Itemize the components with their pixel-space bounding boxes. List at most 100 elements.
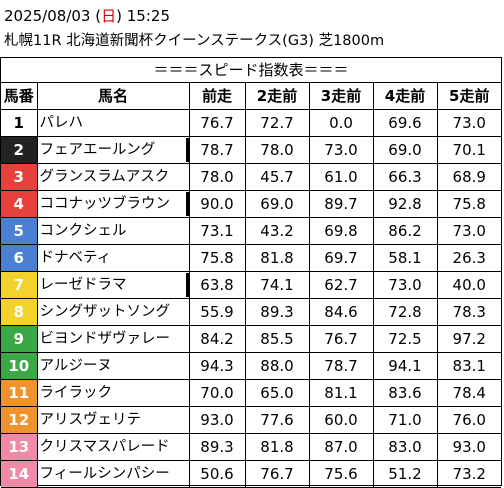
horse-name-cell: シングザットソング xyxy=(36,298,190,326)
speed-index-r2: 85.5 xyxy=(244,325,310,353)
speed-index-r1: 94.3 xyxy=(188,352,246,380)
speed-index-r3: 78.7 xyxy=(308,352,374,380)
table-row: 4 ココナッツブラウン 90.0 69.0 89.7 92.8 75.8 xyxy=(1,190,501,218)
speed-index-r5: 40.0 xyxy=(436,271,501,299)
race-datetime: 2025/08/03 (日) 15:25 xyxy=(4,7,170,25)
horse-name-cell: フェアエールング xyxy=(36,136,190,164)
speed-index-r2: 81.8 xyxy=(244,433,310,461)
speed-index-r5: 73.0 xyxy=(436,217,501,245)
speed-index-r4: 69.6 xyxy=(372,109,438,137)
table-banner: ＝＝＝スピード指数表＝＝＝ xyxy=(1,58,501,83)
speed-index-r5: 97.2 xyxy=(436,325,501,353)
horse-name-cell: フィールシンパシー xyxy=(36,460,190,488)
horse-name: ライラック xyxy=(39,385,113,401)
speed-index-r4: 94.1 xyxy=(372,352,438,380)
speed-index-board: ＝＝＝スピード指数表＝＝＝ 馬番 馬名 前走 2走前 3走前 4走前 5走前 1… xyxy=(0,57,502,488)
speed-index-r2: 89.3 xyxy=(244,298,310,326)
speed-index-r3: 84.6 xyxy=(308,298,374,326)
speed-index-r1: 55.9 xyxy=(188,298,246,326)
col-header-3rd: 3走前 xyxy=(308,83,374,110)
speed-index-r4: 86.2 xyxy=(372,217,438,245)
horse-name-cell: ドナベティ xyxy=(36,244,190,272)
mark-bar xyxy=(185,273,188,297)
speed-index-r5: 76.0 xyxy=(436,406,501,434)
speed-index-r3: 62.7 xyxy=(308,271,374,299)
horse-number: 5 xyxy=(1,217,38,245)
speed-index-r1: 75.8 xyxy=(188,244,246,272)
speed-index-r2: 77.6 xyxy=(244,406,310,434)
horse-name-cell: レーゼドラマ xyxy=(36,271,190,299)
horse-name-cell: ビヨンドザヴァレー xyxy=(36,325,190,353)
speed-index-r5: 73.2 xyxy=(436,460,501,488)
horse-number: 13 xyxy=(1,433,38,461)
horse-number: 11 xyxy=(1,379,38,407)
speed-index-r3: 69.8 xyxy=(308,217,374,245)
speed-index-r5: 83.1 xyxy=(436,352,501,380)
speed-index-r1: 89.3 xyxy=(188,433,246,461)
mark-bar xyxy=(185,138,188,162)
speed-index-r2: 76.7 xyxy=(244,460,310,488)
speed-index-r1: 76.7 xyxy=(188,109,246,137)
col-header-5th: 5走前 xyxy=(436,83,501,110)
speed-index-r4: 72.8 xyxy=(372,298,438,326)
horse-number: 7 xyxy=(1,271,38,299)
speed-index-r1: 50.6 xyxy=(188,460,246,488)
table-row: 2 フェアエールング 78.7 78.0 73.0 69.0 70.1 xyxy=(1,136,501,164)
speed-index-r1: 90.0 xyxy=(188,190,246,218)
col-header-name: 馬名 xyxy=(36,83,190,110)
horse-name: クリスマスパレード xyxy=(39,439,170,455)
speed-index-r3: 87.0 xyxy=(308,433,374,461)
speed-index-r4: 58.1 xyxy=(372,244,438,272)
race-title: 札幌11R 北海道新聞杯クイーンステークス(G3) 芝1800m xyxy=(4,33,385,49)
table-row: 9 ビヨンドザヴァレー 84.2 85.5 76.7 72.5 97.2 xyxy=(1,325,501,353)
weekday: 日 xyxy=(101,7,117,25)
speed-index-r3: 61.0 xyxy=(308,163,374,191)
table-row: 11 ライラック 70.0 65.0 81.1 83.6 78.4 xyxy=(1,379,501,407)
table-row: 6 ドナベティ 75.8 81.8 69.7 58.1 26.3 xyxy=(1,244,501,272)
speed-index-r2: 81.8 xyxy=(244,244,310,272)
horse-name-cell: クリスマスパレード xyxy=(36,433,190,461)
horse-name-cell: アルジーヌ xyxy=(36,352,190,380)
horse-number: 12 xyxy=(1,406,38,434)
table-row: 13 クリスマスパレード 89.3 81.8 87.0 83.0 93.0 xyxy=(1,433,501,461)
speed-index-r1: 73.1 xyxy=(188,217,246,245)
weekday-close: ) xyxy=(116,7,122,25)
mark-bar xyxy=(185,192,188,216)
speed-index-r2: 72.7 xyxy=(244,109,310,137)
horse-name: アルジーヌ xyxy=(39,358,112,374)
header-row: 馬番 馬名 前走 2走前 3走前 4走前 5走前 xyxy=(1,83,501,110)
speed-index-r5: 75.8 xyxy=(436,190,501,218)
speed-index-r2: 45.7 xyxy=(244,163,310,191)
speed-index-r4: 72.5 xyxy=(372,325,438,353)
speed-index-r3: 0.0 xyxy=(308,109,374,137)
table-row: 5 コンクシェル 73.1 43.2 69.8 86.2 73.0 xyxy=(1,217,501,245)
horse-number: 2 xyxy=(1,136,38,164)
speed-index-r3: 69.7 xyxy=(308,244,374,272)
table-row: 8 シングザットソング 55.9 89.3 84.6 72.8 78.3 xyxy=(1,298,501,326)
horse-name: ビヨンドザヴァレー xyxy=(39,331,171,347)
speed-index-r3: 75.6 xyxy=(308,460,374,488)
horse-number: 1 xyxy=(1,109,38,137)
speed-index-r1: 70.0 xyxy=(188,379,246,407)
speed-index-r3: 76.7 xyxy=(308,325,374,353)
speed-index-r3: 89.7 xyxy=(308,190,374,218)
speed-index-r4: 83.0 xyxy=(372,433,438,461)
speed-index-r2: 43.2 xyxy=(244,217,310,245)
race-time: 15:25 xyxy=(126,7,170,25)
speed-index-r2: 65.0 xyxy=(244,379,310,407)
col-header-number: 馬番 xyxy=(1,83,38,110)
horse-name-cell: アリスヴェリテ xyxy=(36,406,190,434)
speed-index-r1: 84.2 xyxy=(188,325,246,353)
speed-index-table: 馬番 馬名 前走 2走前 3走前 4走前 5走前 1 パレハ 76.7 72.7 0.0… xyxy=(1,83,501,488)
horse-name-cell: グランスラムアスク xyxy=(36,163,190,191)
col-header-last: 前走 xyxy=(188,83,246,110)
table-row: 3 グランスラムアスク 78.0 45.7 61.0 66.3 68.9 xyxy=(1,163,501,191)
horse-number: 8 xyxy=(1,298,38,326)
speed-index-r5: 68.9 xyxy=(436,163,501,191)
horse-number: 6 xyxy=(1,244,38,272)
horse-name: シングザットソング xyxy=(39,304,171,320)
col-header-2nd: 2走前 xyxy=(244,83,310,110)
weekday-open: ( xyxy=(95,7,102,25)
horse-number: 14 xyxy=(1,460,38,488)
speed-index-r4: 92.8 xyxy=(372,190,438,218)
